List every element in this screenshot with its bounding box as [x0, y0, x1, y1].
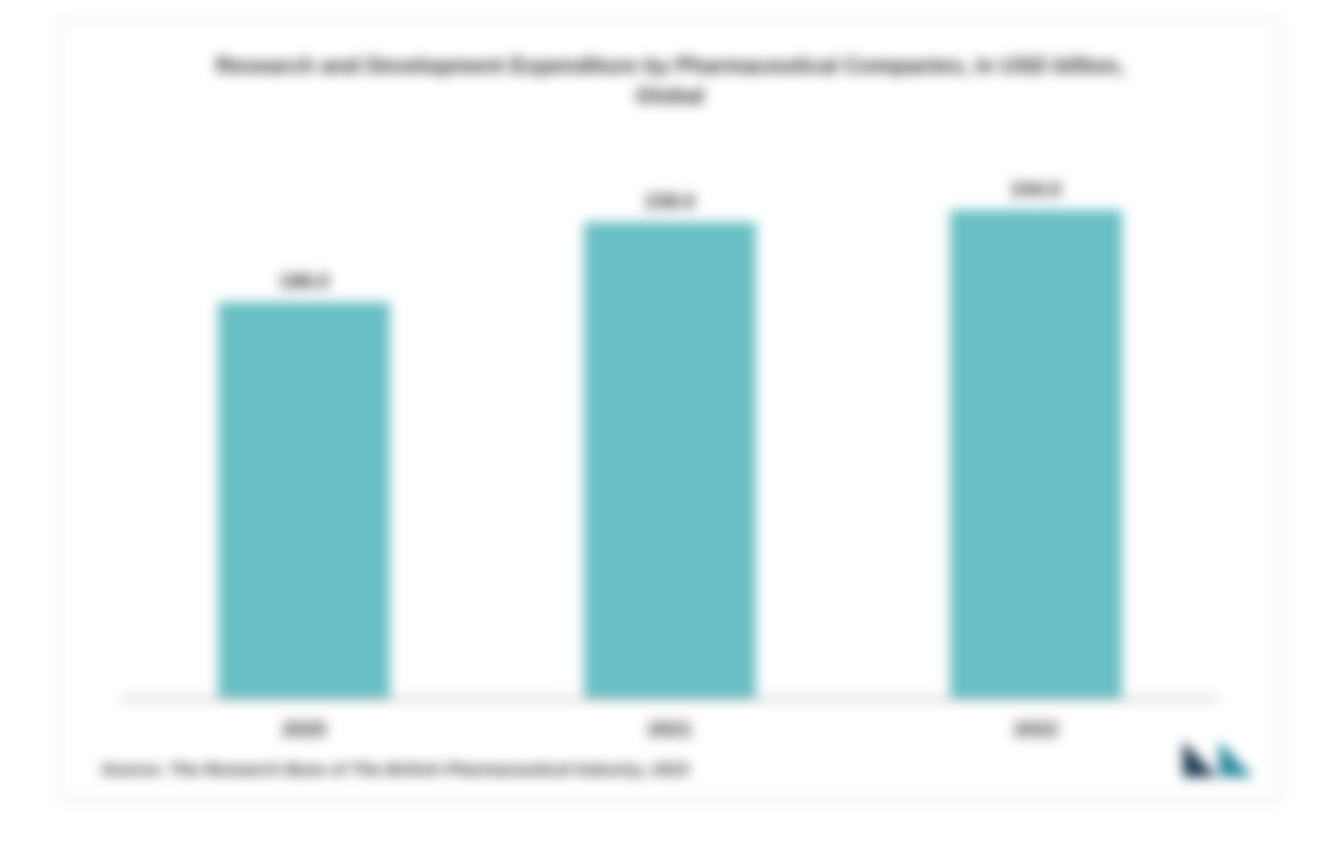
x-axis-labels: 2020 2021 2022: [121, 719, 1219, 742]
x-axis-label: 2022: [882, 719, 1189, 742]
x-axis-label: 2020: [150, 719, 457, 742]
bar: [584, 222, 756, 698]
bar-value-label: 198.0: [279, 271, 329, 294]
chart-card: Research and Development Expenditure by …: [60, 20, 1280, 800]
logo-shape-left: [1183, 741, 1217, 777]
bars-row: 198.0 238.0 244.0: [121, 180, 1219, 700]
brand-logo: [1179, 733, 1257, 785]
bar-value-label: 244.0: [1011, 179, 1061, 202]
source-citation: Source: The Research Base of The British…: [101, 760, 1239, 780]
bar-group: 244.0: [882, 179, 1189, 698]
bar: [950, 210, 1122, 698]
bar-value-label: 238.0: [645, 191, 695, 214]
plot-area: 198.0238.0244.0 202020212022: [121, 140, 1219, 700]
chart-title: Research and Development Expenditure by …: [101, 51, 1239, 110]
bar-group: 238.0: [516, 191, 823, 698]
logo-shape-right: [1219, 741, 1253, 777]
bar: [218, 302, 390, 698]
x-axis-label: 2021: [516, 719, 823, 742]
bar-group: 198.0: [150, 271, 457, 698]
